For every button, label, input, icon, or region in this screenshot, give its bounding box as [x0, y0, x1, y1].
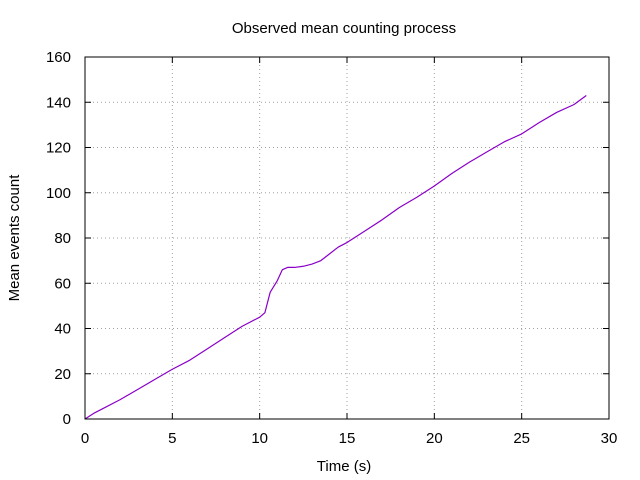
- series-layer: [84, 94, 587, 420]
- x-tick-label: 5: [168, 430, 176, 447]
- y-tick-label: 160: [46, 49, 71, 66]
- y-tick-label: 40: [54, 321, 71, 338]
- y-tick-label: 140: [46, 94, 71, 111]
- y-tick-label: 60: [54, 275, 71, 292]
- series-line: [84, 94, 587, 420]
- x-tick-label: 10: [251, 430, 268, 447]
- y-tick-label: 20: [54, 366, 71, 383]
- y-tick-label: 80: [54, 230, 71, 247]
- grid: [85, 57, 609, 419]
- x-axis-title: Time (s): [317, 458, 371, 475]
- x-tick-label: 20: [426, 430, 443, 447]
- y-axis-title: Mean events count: [6, 174, 23, 302]
- y-tick-label: 120: [46, 140, 71, 157]
- ticks: 0 5 10 15 20 25 30 0 20 40 60 80 100 120 140 160: [46, 49, 617, 447]
- x-tick-label: 25: [513, 430, 530, 447]
- x-tick-label: 30: [601, 430, 618, 447]
- y-tick-label: 100: [46, 185, 71, 202]
- x-tick-label: 0: [81, 430, 89, 447]
- x-tick-label: 15: [339, 430, 356, 447]
- chart-title: Observed mean counting process: [232, 20, 456, 37]
- y-tick-label: 0: [63, 411, 71, 428]
